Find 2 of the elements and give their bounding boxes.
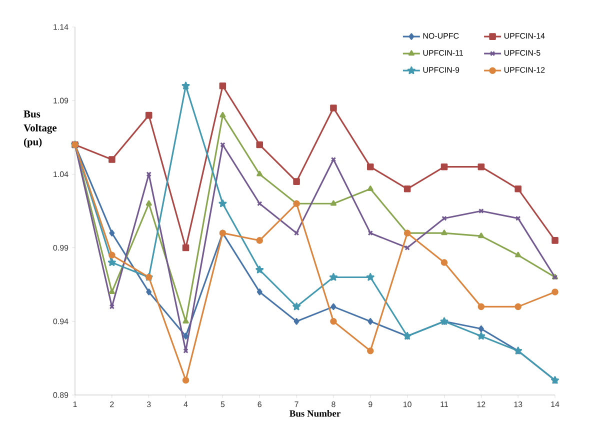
x-axis-title: Bus Number [290, 410, 340, 417]
y-axis-title: Bus Voltage (pu) [24, 110, 57, 148]
